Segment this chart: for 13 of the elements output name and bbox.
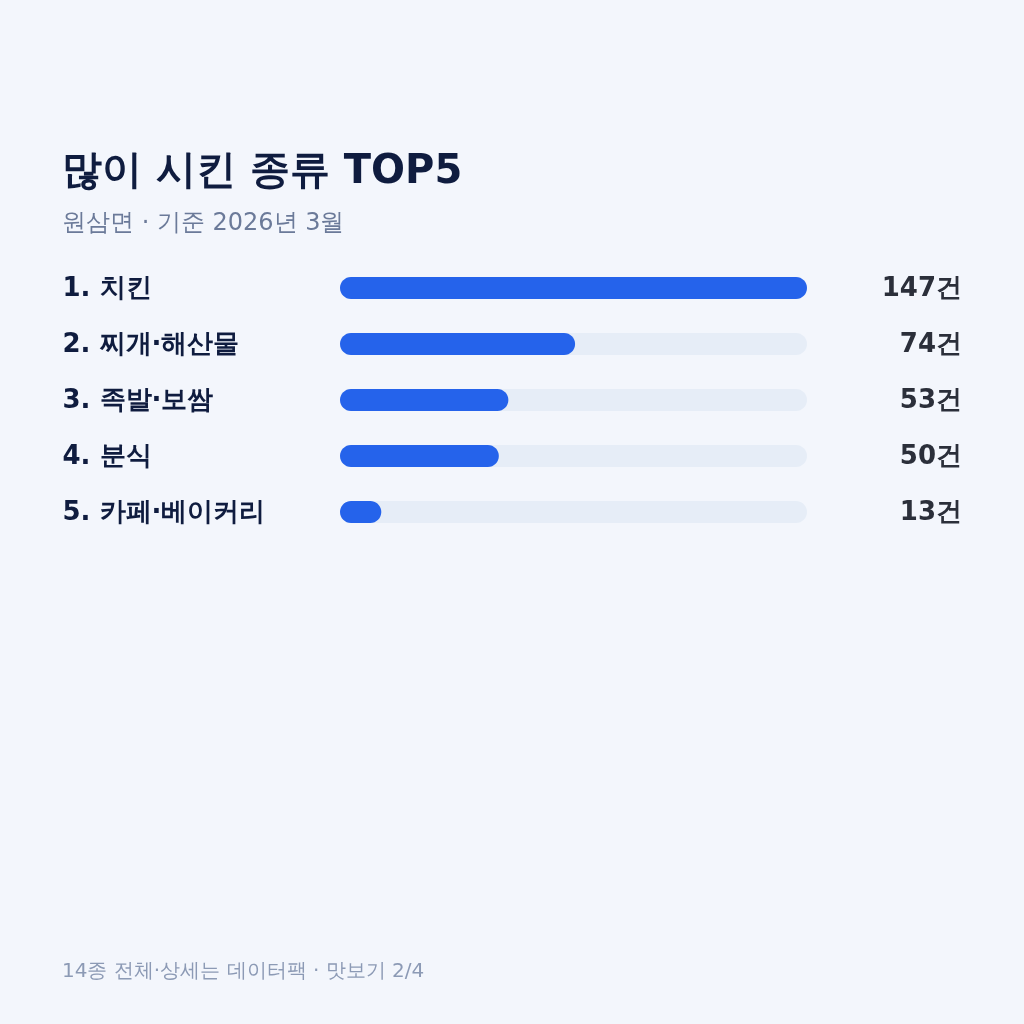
chart-title: 많이 시킨 종류 TOP5: [62, 146, 463, 192]
data-label: 13건: [899, 496, 962, 526]
data-label: 74건: [899, 328, 962, 358]
chart-subtitle: 원삼면 · 기준 2026년 3월: [62, 208, 345, 236]
y-tick-label: 3. 족발·보쌈: [62, 384, 214, 414]
y-tick-label: 5. 카페·베이커리: [62, 496, 266, 526]
data-label: 147건: [881, 272, 962, 302]
data-label: 50건: [899, 440, 962, 470]
data-label: 53건: [899, 384, 962, 414]
y-tick-label: 4. 분식: [62, 440, 152, 470]
y-tick-label: 1. 치킨: [62, 272, 152, 302]
text: 14종 전체·상세는 데이터팩 · 맛보기 2/4: [62, 958, 425, 982]
y-tick-label: 2. 찌개·해산물: [62, 328, 240, 358]
